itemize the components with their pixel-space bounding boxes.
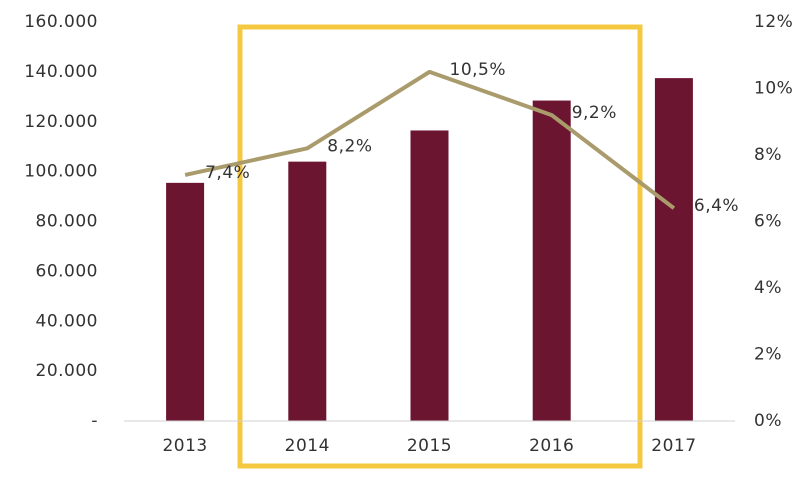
highlight-box xyxy=(237,24,643,469)
y-tick-label: 60.000 xyxy=(36,261,98,281)
bar xyxy=(654,78,693,421)
y2-tick-label: 4% xyxy=(754,278,782,298)
x-tick-label: 2016 xyxy=(529,436,574,456)
y-tick-label: 20.000 xyxy=(36,361,98,381)
y-tick-label: - xyxy=(91,411,98,431)
data-label: 7,4% xyxy=(205,163,250,183)
y2-tick-label: 6% xyxy=(754,212,782,232)
data-label: 8,2% xyxy=(327,136,372,156)
y-tick-label: 40.000 xyxy=(36,311,98,331)
y2-tick-label: 10% xyxy=(754,79,793,99)
bar xyxy=(532,100,571,421)
x-tick-label: 2013 xyxy=(162,436,207,456)
data-label: 6,4% xyxy=(694,196,739,216)
bar xyxy=(288,161,327,421)
y2-tick-label: 2% xyxy=(754,345,782,365)
data-label: 9,2% xyxy=(572,103,617,123)
y-tick-label: 80.000 xyxy=(36,212,98,232)
data-label: 10,5% xyxy=(450,60,507,80)
y-tick-label: 120.000 xyxy=(24,112,98,132)
bar xyxy=(166,182,205,421)
y2-tick-label: 12% xyxy=(754,12,793,32)
x-tick-label: 2017 xyxy=(651,436,696,456)
y-tick-label: 140.000 xyxy=(24,62,98,82)
line xyxy=(184,69,676,210)
y2-tick-label: 8% xyxy=(754,145,782,165)
bar xyxy=(410,130,449,421)
x-tick-label: 2014 xyxy=(285,436,330,456)
y-tick-label: 100.000 xyxy=(24,162,98,182)
y-tick-label: 160.000 xyxy=(24,12,98,32)
y2-tick-label: 0% xyxy=(754,411,782,431)
x-tick-label: 2015 xyxy=(407,436,452,456)
